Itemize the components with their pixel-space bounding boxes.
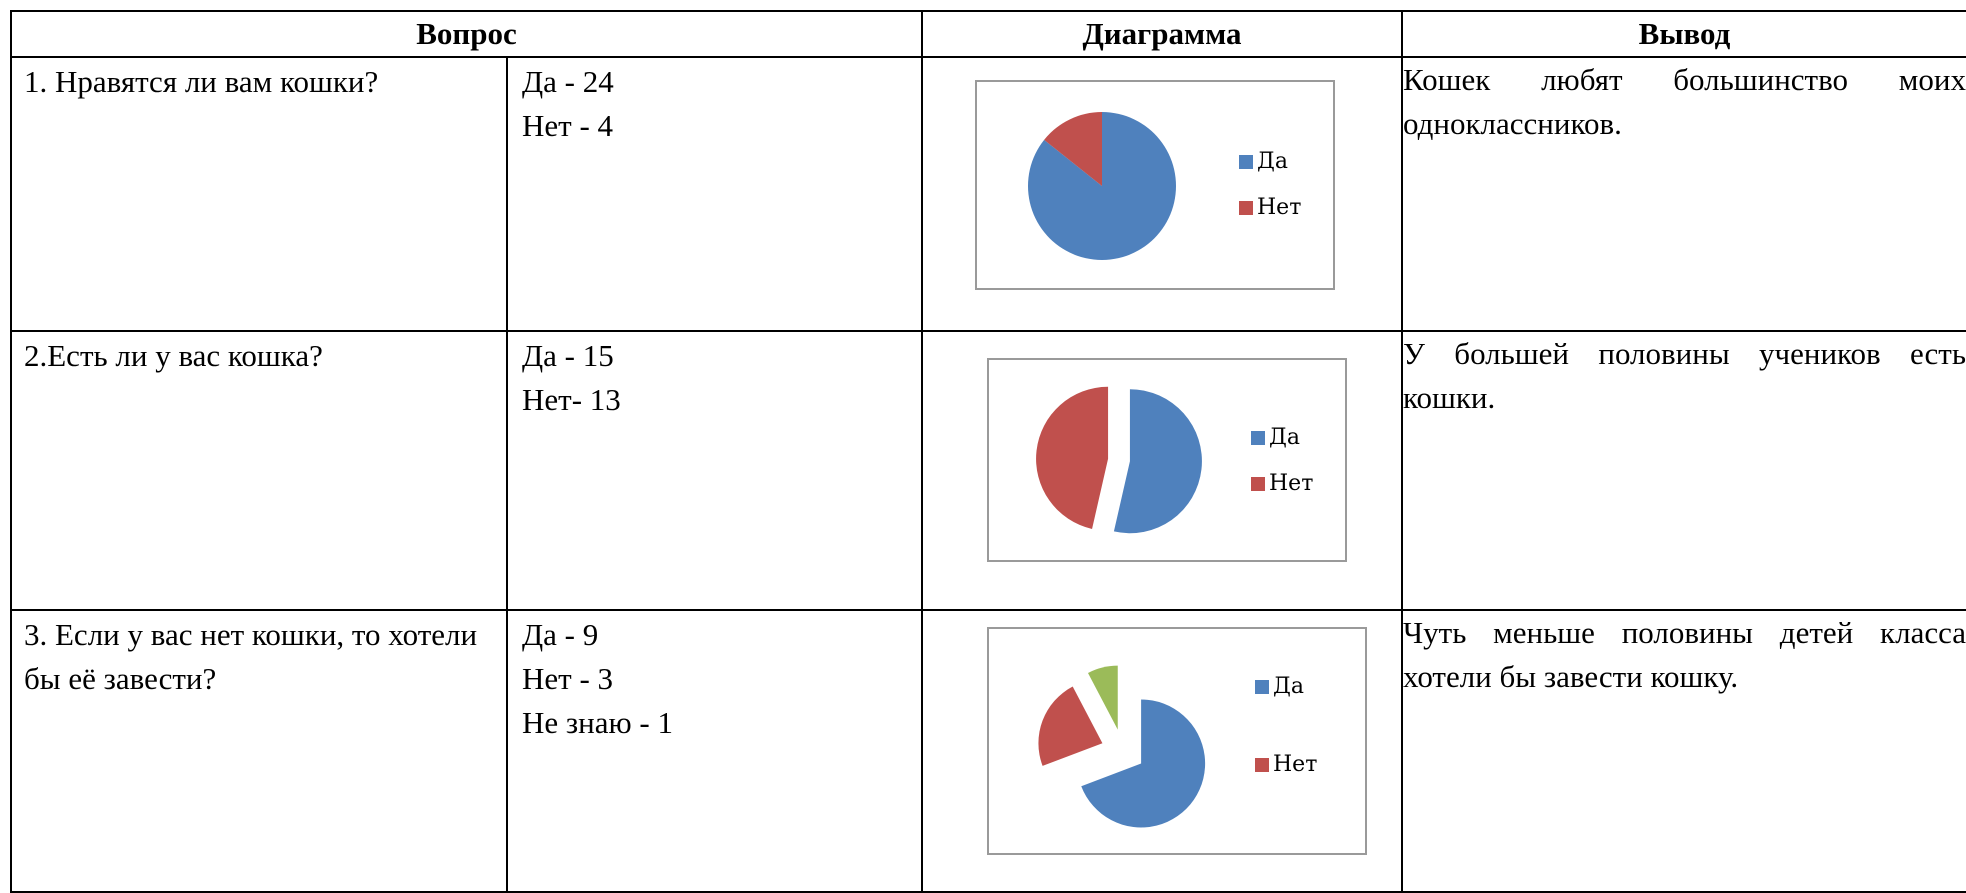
pie-svg bbox=[1036, 386, 1202, 534]
legend-item: Да bbox=[1255, 674, 1304, 699]
pie-svg bbox=[1028, 112, 1176, 260]
legend-label: Нет bbox=[1257, 195, 1302, 220]
question-text: 2.Есть ли у вас кошка? bbox=[24, 338, 323, 373]
question-text: 1. Нравятся ли вам кошки? bbox=[24, 64, 379, 99]
legend-label: Да bbox=[1257, 149, 1289, 174]
legend-label: Нет bbox=[1273, 752, 1318, 777]
question-text: 3. Если у вас нет кошки, то хотели бы её… bbox=[24, 617, 478, 696]
answer-yes: Да - 9 bbox=[522, 617, 599, 652]
answer-yes: Да - 24 bbox=[522, 64, 614, 99]
answers: Да - 9 Нет - 3 Не знаю - 1 bbox=[506, 611, 921, 891]
legend-label: Да bbox=[1273, 674, 1305, 699]
header-conclusion: Вывод bbox=[1401, 10, 1966, 58]
pie-slice-Нет bbox=[1044, 112, 1102, 186]
pie-chart-3: Да Нет bbox=[987, 627, 1367, 855]
legend-item: Да bbox=[1239, 149, 1288, 174]
pie-svg bbox=[1038, 665, 1206, 828]
pie-slice-Нет bbox=[1036, 386, 1109, 529]
legend-swatch bbox=[1255, 680, 1269, 694]
header-chart: Диаграмма bbox=[921, 10, 1403, 58]
header-row: Вопрос Диаграмма Вывод bbox=[10, 10, 1966, 58]
chart-cell: Да Нет bbox=[921, 609, 1403, 893]
answer-unsure: Не знаю - 1 bbox=[522, 705, 673, 740]
legend-label: Да bbox=[1269, 425, 1301, 450]
answer-yes: Да - 15 bbox=[522, 338, 614, 373]
legend-label: Нет bbox=[1269, 471, 1314, 496]
question-cell: 2.Есть ли у вас кошка? Да - 15 Нет- 13 bbox=[10, 330, 923, 611]
chart-cell: Да Нет bbox=[921, 330, 1403, 611]
answer-no: Нет - 3 bbox=[522, 661, 614, 696]
legend-item: Нет bbox=[1251, 471, 1313, 496]
conclusion-text: У большей половины учеников есть кошки. bbox=[1401, 330, 1966, 611]
answers: Да - 24 Нет - 4 bbox=[506, 58, 921, 330]
legend-swatch bbox=[1251, 477, 1265, 491]
conclusion-text: Чуть меньше половины детей класса хотели… bbox=[1401, 609, 1966, 893]
survey-table: Вопрос Диаграмма Вывод 1. Нравятся ли ва… bbox=[10, 10, 1966, 893]
answer-no: Нет- 13 bbox=[522, 382, 621, 417]
answers: Да - 15 Нет- 13 bbox=[506, 332, 921, 609]
conclusion-text: Кошек любят большинство моих одноклассни… bbox=[1401, 56, 1966, 332]
question-cell: 1. Нравятся ли вам кошки? Да - 24 Нет - … bbox=[10, 56, 923, 332]
pie-slice-Да bbox=[1113, 389, 1202, 534]
chart-cell: Да Нет bbox=[921, 56, 1403, 332]
header-question: Вопрос bbox=[10, 10, 923, 58]
pie-slice-Да bbox=[1081, 699, 1206, 828]
legend-item: Да bbox=[1251, 425, 1300, 450]
pie-slice-Не знаю bbox=[1087, 665, 1118, 730]
legend-item: Нет bbox=[1239, 195, 1301, 220]
legend-swatch bbox=[1255, 758, 1269, 772]
question-cell: 3. Если у вас нет кошки, то хотели бы её… bbox=[10, 609, 923, 893]
legend-swatch bbox=[1239, 155, 1253, 169]
legend-item: Нет bbox=[1255, 752, 1317, 777]
table-row: 3. Если у вас нет кошки, то хотели бы её… bbox=[10, 609, 1966, 893]
table-row: 1. Нравятся ли вам кошки? Да - 24 Нет - … bbox=[10, 56, 1966, 332]
legend-swatch bbox=[1251, 431, 1265, 445]
pie-slice-Нет bbox=[1038, 686, 1103, 766]
pie-chart-2: Да Нет bbox=[987, 358, 1347, 562]
legend-swatch bbox=[1239, 201, 1253, 215]
table-row: 2.Есть ли у вас кошка? Да - 15 Нет- 13 Д… bbox=[10, 330, 1966, 611]
pie-chart-1: Да Нет bbox=[975, 80, 1335, 290]
answer-no: Нет - 4 bbox=[522, 108, 614, 143]
